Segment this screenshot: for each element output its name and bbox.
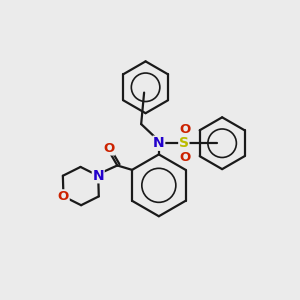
Text: O: O	[180, 123, 191, 136]
Text: O: O	[103, 142, 115, 155]
Text: O: O	[180, 151, 191, 164]
Text: N: N	[153, 136, 165, 150]
Text: O: O	[58, 190, 69, 203]
Text: N: N	[92, 169, 104, 183]
Text: S: S	[179, 136, 189, 150]
